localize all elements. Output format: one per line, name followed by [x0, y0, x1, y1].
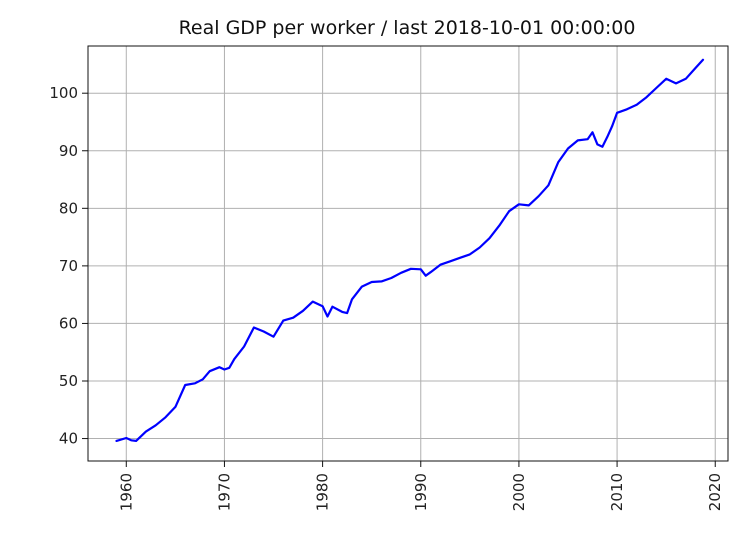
y-tick-label: 100	[49, 84, 78, 102]
x-tick-label: 1970	[215, 473, 233, 511]
x-tick-label: 2020	[706, 473, 724, 511]
y-tick-label: 40	[59, 430, 78, 448]
x-tick-label: 1980	[314, 473, 332, 511]
chart-title: Real GDP per worker / last 2018-10-01 00…	[179, 17, 636, 39]
y-tick-label: 70	[59, 257, 78, 275]
x-tick-label: 2000	[510, 473, 528, 511]
series-line	[115, 58, 705, 442]
grid	[88, 46, 728, 461]
x-tick-label: 2010	[608, 473, 626, 511]
axes: 1960 1970 1980 1990 2000 2010 2020 40 50 60 70 80 90…	[49, 84, 724, 511]
y-tick-label: 90	[59, 142, 78, 160]
plot-area-frame	[87, 45, 729, 462]
x-tick-label: 1990	[412, 473, 430, 511]
x-tick-label: 1960	[117, 473, 135, 511]
y-tick-label: 60	[59, 314, 78, 332]
y-tick-label: 50	[59, 372, 78, 390]
y-tick-label: 80	[59, 199, 78, 217]
series-layer	[115, 58, 705, 442]
